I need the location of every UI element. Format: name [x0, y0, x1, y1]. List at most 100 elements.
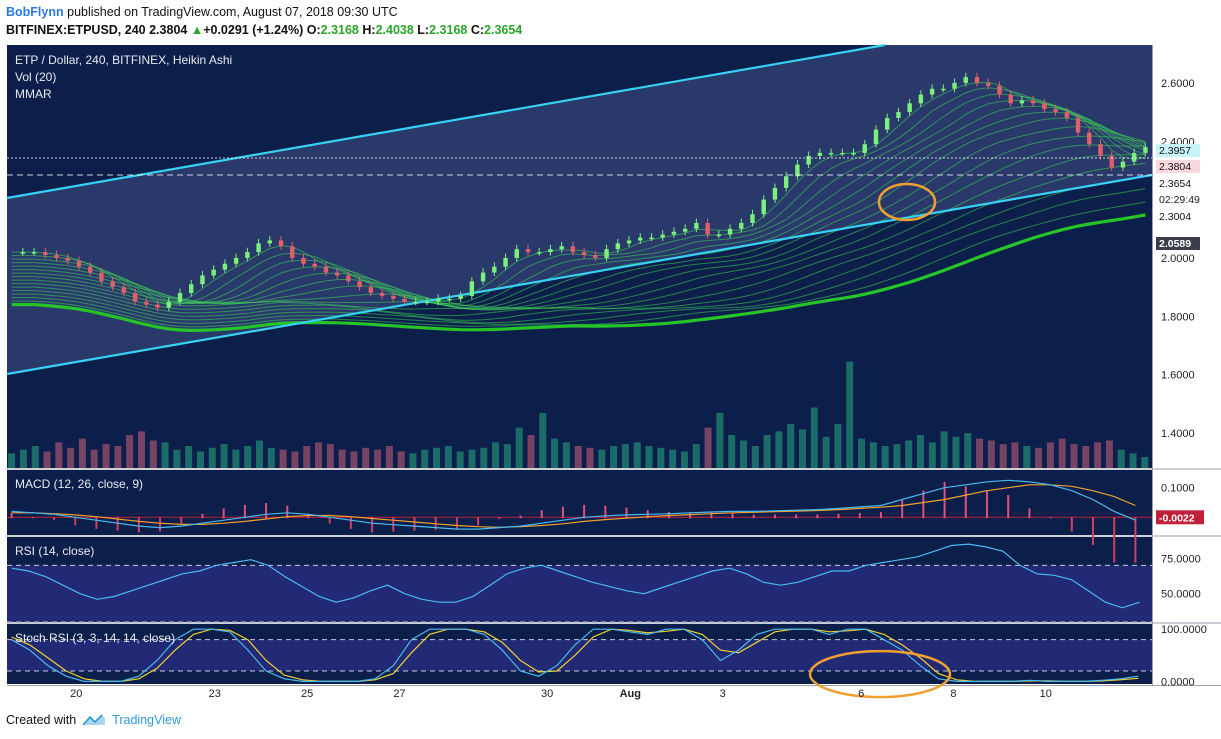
macd-histogram-bar	[901, 499, 904, 519]
macd-histogram-bar	[752, 514, 755, 519]
mmar-line	[11, 87, 1146, 305]
publication-header: BobFlynn published on TradingView.com, A…	[6, 3, 522, 39]
macd-histogram-bar	[222, 508, 225, 519]
candle-body	[31, 252, 37, 254]
time-tick-label: 8	[950, 688, 956, 700]
author-link[interactable]: BobFlynn	[6, 5, 64, 19]
macd-histogram-bar	[583, 504, 586, 519]
volume-bar	[1046, 442, 1054, 468]
candle-body	[20, 252, 26, 254]
candle-body	[1131, 152, 1137, 162]
mmar-indicator-label: MMAR	[15, 87, 52, 101]
mmar-line	[11, 154, 1146, 317]
macd-histogram-bar	[879, 511, 882, 519]
candle-body	[1064, 112, 1070, 118]
candle-body	[941, 88, 946, 91]
mmar-line	[11, 99, 1146, 309]
candle-body	[155, 304, 160, 308]
volume-bar	[1023, 446, 1031, 468]
rsi-label: RSI (14, close)	[15, 544, 94, 558]
chart-canvas[interactable]: 2.60002.40002.20002.00001.80001.60001.40…	[0, 40, 1221, 708]
volume-bar	[598, 449, 606, 468]
macd-histogram-bar	[710, 511, 713, 519]
candle-body	[177, 292, 183, 302]
candle-body	[458, 295, 463, 299]
volume-bar	[468, 449, 476, 468]
volume-bar	[976, 438, 984, 468]
low-label: L:	[417, 23, 430, 37]
macd-histogram-bar	[773, 514, 776, 519]
candle-body	[727, 228, 733, 235]
candle-body	[896, 112, 901, 118]
candle-body	[660, 234, 665, 238]
candle-body	[1075, 117, 1081, 133]
candle-body	[469, 281, 475, 296]
volume-bar	[208, 447, 216, 468]
volume-bar	[137, 431, 145, 468]
created-with-label: Created with	[6, 713, 77, 727]
candle-body	[379, 292, 385, 296]
volume-bar	[645, 446, 653, 468]
volume-bar	[905, 440, 913, 468]
candle-body	[334, 272, 340, 276]
stoch-d-line	[11, 628, 1139, 683]
macd-histogram-bar	[74, 517, 77, 526]
candle-body	[671, 231, 677, 235]
volume-bar	[869, 442, 877, 468]
macd-histogram-bar	[455, 517, 458, 529]
macd-histogram-bar	[795, 514, 798, 519]
candle-body	[1042, 103, 1047, 110]
macd-histogram-bar	[477, 517, 480, 526]
candle-body	[828, 152, 834, 155]
candle-body	[559, 246, 564, 250]
countdown-tag	[1156, 193, 1204, 206]
volume-bar	[43, 451, 51, 468]
candle-body	[447, 298, 452, 301]
volume-bar	[1070, 444, 1078, 468]
candle-body	[885, 117, 890, 130]
volume-bar	[220, 444, 228, 468]
candle-body	[402, 298, 407, 302]
volume-bar	[421, 449, 429, 468]
tradingview-brand-link[interactable]: TradingView	[112, 713, 181, 727]
last-price: 2.3804	[149, 23, 188, 37]
candle-body	[649, 237, 654, 240]
candle-body	[761, 199, 766, 215]
macd-histogram-bar	[519, 515, 522, 519]
candle-body	[144, 301, 149, 305]
candle-body	[211, 269, 216, 276]
countdown-text: 02:29:49	[1159, 194, 1200, 206]
volume-bar	[385, 446, 393, 468]
candle-body	[76, 260, 82, 267]
volume-bar	[350, 451, 358, 468]
volume-bar	[751, 446, 759, 468]
price-axis-tag-text: 2.3004	[1159, 211, 1191, 223]
macd-histogram-bar	[1134, 517, 1137, 563]
candle-body	[918, 94, 924, 104]
macd-histogram-bar	[604, 505, 607, 519]
candle-body	[1120, 161, 1126, 168]
candle-body	[626, 240, 632, 244]
mmar-line	[11, 105, 1146, 310]
volume-bar	[149, 440, 157, 468]
volume-bar	[775, 431, 783, 468]
price-axis-tag	[1156, 144, 1200, 157]
price-axis-tag-text: 2.3654	[1159, 178, 1191, 190]
volume-bar	[562, 442, 570, 468]
volume-bar	[527, 435, 535, 468]
stoch-band	[7, 639, 1152, 671]
high-value: 2.4038	[375, 23, 414, 37]
macd-last-text: -0.0022	[1159, 512, 1195, 524]
mmar-line	[11, 213, 1146, 333]
channel-upper-line	[6, 43, 886, 200]
volume-bar	[999, 444, 1007, 468]
publisher-line: BobFlynn published on TradingView.com, A…	[6, 3, 522, 21]
candle-body	[357, 281, 362, 288]
volume-bar	[480, 447, 488, 468]
macd-histogram-bar	[1113, 517, 1116, 563]
tradingview-logo-icon	[82, 714, 106, 726]
volume-bar	[692, 444, 700, 468]
candle-body	[739, 222, 744, 229]
volume-bar	[739, 440, 747, 468]
volume-bar	[810, 407, 818, 468]
